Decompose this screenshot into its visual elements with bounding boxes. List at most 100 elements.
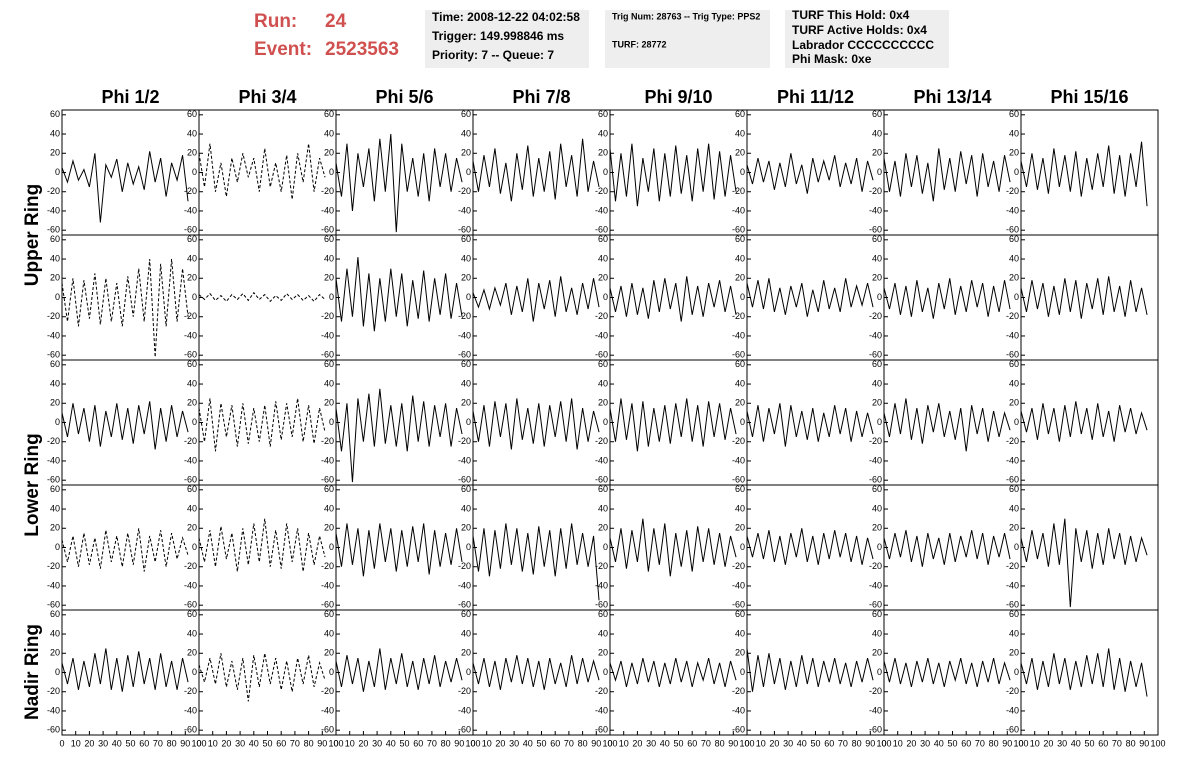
y-tick-label: 0 [740, 417, 745, 427]
x-tick-label: 80 [989, 738, 999, 748]
y-tick-label: -40 [458, 205, 471, 215]
y-tick-label: -40 [321, 705, 334, 715]
y-tick-label: 20 [598, 523, 608, 533]
y-tick-label: -40 [47, 705, 60, 715]
x-tick-label: 30 [372, 738, 382, 748]
waveform [335, 388, 463, 483]
y-tick-label: 40 [324, 628, 334, 638]
y-tick-label: 60 [461, 484, 471, 494]
x-tick-label: 30 [98, 738, 108, 748]
waveform [746, 648, 874, 692]
info-text: Priority: 7 -- Queue: 7 [432, 48, 554, 62]
waveform [198, 143, 326, 200]
x-tick-label: 0 [59, 738, 64, 748]
y-tick-label: -20 [869, 561, 882, 571]
run-label: Run: [254, 11, 297, 32]
waveform [609, 276, 737, 322]
y-tick-label: -20 [1006, 686, 1019, 696]
panel-frame [746, 109, 885, 236]
event-value: 2523563 [325, 39, 399, 60]
y-tick-label: -60 [869, 475, 882, 485]
y-tick-label: 0 [603, 417, 608, 427]
y-tick-label: 60 [50, 234, 60, 244]
y-tick-label: 60 [324, 359, 334, 369]
x-tick-label: 0 [881, 738, 886, 748]
x-tick-label: 40 [1071, 738, 1081, 748]
y-tick-label: 40 [598, 378, 608, 388]
y-tick-label: 40 [50, 503, 60, 513]
y-tick-label: -20 [321, 686, 334, 696]
y-tick-label: -40 [732, 580, 745, 590]
y-tick-label: -60 [732, 725, 745, 735]
y-tick-label: 0 [603, 292, 608, 302]
y-tick-label: 0 [329, 417, 334, 427]
x-tick-label: 10 [756, 738, 766, 748]
info-box [425, 10, 589, 68]
y-tick-label: -40 [47, 455, 60, 465]
y-tick-label: 60 [187, 109, 197, 119]
y-tick-label: 0 [329, 542, 334, 552]
y-tick-label: -60 [732, 350, 745, 360]
y-tick-label: 20 [598, 648, 608, 658]
y-tick-label: -40 [1006, 580, 1019, 590]
y-tick-label: -40 [732, 705, 745, 715]
column-label: Phi 13/14 [913, 87, 991, 107]
y-tick-label: 40 [735, 128, 745, 138]
y-tick-label: 40 [872, 378, 882, 388]
y-tick-label: 20 [461, 523, 471, 533]
y-tick-label: 20 [50, 648, 60, 658]
y-tick-label: 40 [50, 628, 60, 638]
y-tick-label: 0 [466, 167, 471, 177]
y-tick-label: -60 [732, 225, 745, 235]
waveform [335, 257, 463, 332]
x-tick-label: 80 [715, 738, 725, 748]
y-tick-label: 60 [872, 484, 882, 494]
y-tick-label: -60 [184, 725, 197, 735]
y-tick-label: -60 [595, 475, 608, 485]
info-text: TURF Active Holds: 0x4 [792, 23, 927, 37]
y-tick-label: -20 [321, 436, 334, 446]
waveform [746, 528, 874, 565]
y-tick-label: 0 [192, 667, 197, 677]
y-tick-label: 0 [192, 417, 197, 427]
x-tick-label: 0 [744, 738, 749, 748]
y-tick-label: 0 [603, 167, 608, 177]
y-tick-label: -20 [1006, 436, 1019, 446]
row-label: Nadir Ring [22, 624, 43, 720]
x-tick-label: 30 [235, 738, 245, 748]
y-tick-label: -20 [184, 311, 197, 321]
y-tick-label: 40 [735, 378, 745, 388]
y-tick-label: 0 [55, 292, 60, 302]
y-tick-label: -60 [47, 225, 60, 235]
waveform [472, 138, 600, 202]
x-tick-label: 60 [550, 738, 560, 748]
y-tick-label: 20 [872, 398, 882, 408]
x-tick-label: 10 [208, 738, 218, 748]
y-tick-label: -60 [458, 350, 471, 360]
y-tick-label: 40 [872, 128, 882, 138]
y-tick-label: 0 [603, 542, 608, 552]
y-tick-label: 0 [466, 417, 471, 427]
y-tick-label: -40 [184, 205, 197, 215]
info-text: Time: 2008-12-22 04:02:58 [432, 10, 580, 24]
y-tick-label: -60 [47, 475, 60, 485]
y-tick-label: -60 [869, 225, 882, 235]
y-tick-label: 20 [598, 273, 608, 283]
y-tick-label: 20 [324, 398, 334, 408]
y-tick-label: 0 [466, 542, 471, 552]
y-tick-label: -40 [869, 705, 882, 715]
y-tick-label: 0 [466, 292, 471, 302]
y-tick-label: 0 [877, 417, 882, 427]
y-tick-label: -60 [321, 600, 334, 610]
y-tick-label: -60 [184, 350, 197, 360]
y-tick-label: -40 [321, 455, 334, 465]
x-tick-label: 70 [290, 738, 300, 748]
y-tick-label: 20 [187, 648, 197, 658]
y-tick-label: -60 [1006, 475, 1019, 485]
y-tick-label: -20 [321, 561, 334, 571]
column-label: Phi 11/12 [777, 87, 854, 107]
y-tick-label: 40 [735, 503, 745, 513]
x-tick-label: 50 [262, 738, 272, 748]
y-tick-label: 0 [55, 167, 60, 177]
